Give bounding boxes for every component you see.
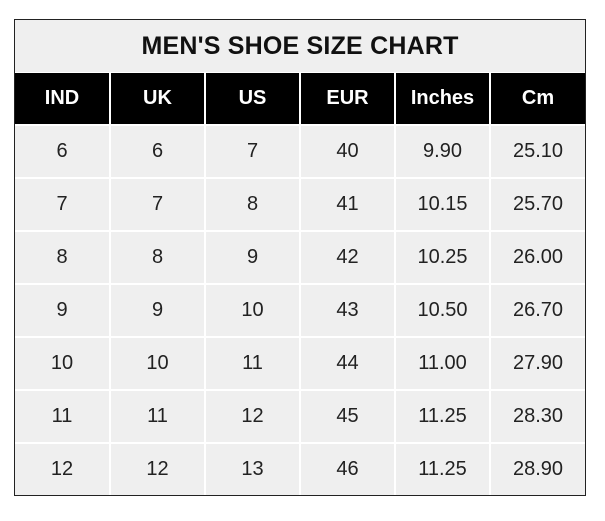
column-header-ind: IND <box>15 72 110 125</box>
cell-cm: 25.10 <box>489 124 585 178</box>
cell-uk: 7 <box>109 177 205 231</box>
cell-uk: 10 <box>109 336 205 390</box>
table-row: 12 12 13 46 11.25 28.90 <box>15 442 585 495</box>
table-row: 11 11 12 45 11.25 28.30 <box>15 389 585 443</box>
cell-us: 9 <box>204 230 300 284</box>
cell-inches: 11.00 <box>394 336 490 390</box>
cell-us: 11 <box>204 336 300 390</box>
cell-eur: 44 <box>299 336 395 390</box>
cell-uk: 8 <box>109 230 205 284</box>
cell-inches: 10.25 <box>394 230 490 284</box>
column-header-us: US <box>204 72 300 125</box>
cell-eur: 46 <box>299 442 395 495</box>
cell-uk: 11 <box>109 389 205 443</box>
cell-ind: 7 <box>15 177 110 231</box>
cell-ind: 8 <box>15 230 110 284</box>
table-row: 9 9 10 43 10.50 26.70 <box>15 283 585 337</box>
table-row: 7 7 8 41 10.15 25.70 <box>15 177 585 231</box>
cell-cm: 27.90 <box>489 336 585 390</box>
column-header-eur: EUR <box>299 72 395 125</box>
cell-us: 7 <box>204 124 300 178</box>
cell-cm: 28.30 <box>489 389 585 443</box>
cell-ind: 12 <box>15 442 110 495</box>
cell-cm: 26.00 <box>489 230 585 284</box>
cell-cm: 26.70 <box>489 283 585 337</box>
column-header-inches: Inches <box>394 72 490 125</box>
cell-us: 12 <box>204 389 300 443</box>
cell-ind: 6 <box>15 124 110 178</box>
cell-cm: 25.70 <box>489 177 585 231</box>
cell-uk: 12 <box>109 442 205 495</box>
table-row: 10 10 11 44 11.00 27.90 <box>15 336 585 390</box>
cell-inches: 11.25 <box>394 389 490 443</box>
cell-eur: 45 <box>299 389 395 443</box>
cell-uk: 9 <box>109 283 205 337</box>
cell-inches: 9.90 <box>394 124 490 178</box>
cell-uk: 6 <box>109 124 205 178</box>
cell-ind: 11 <box>15 389 110 443</box>
table-body: 6 6 7 40 9.90 25.10 7 7 8 41 10.15 25.70 8 8 9 42 10.25 2… <box>15 124 585 495</box>
cell-eur: 40 <box>299 124 395 178</box>
cell-ind: 10 <box>15 336 110 390</box>
cell-ind: 9 <box>15 283 110 337</box>
table-row: 6 6 7 40 9.90 25.10 <box>15 124 585 178</box>
cell-us: 13 <box>204 442 300 495</box>
cell-eur: 41 <box>299 177 395 231</box>
column-header-uk: UK <box>109 72 205 125</box>
table-row: 8 8 9 42 10.25 26.00 <box>15 230 585 284</box>
cell-us: 10 <box>204 283 300 337</box>
cell-inches: 11.25 <box>394 442 490 495</box>
cell-us: 8 <box>204 177 300 231</box>
cell-inches: 10.15 <box>394 177 490 231</box>
header-row: IND UK US EUR Inches Cm <box>15 72 585 125</box>
cell-inches: 10.50 <box>394 283 490 337</box>
cell-cm: 28.90 <box>489 442 585 495</box>
size-chart-table: MEN'S SHOE SIZE CHART IND UK US EUR Inches Cm… <box>14 19 586 496</box>
column-header-cm: Cm <box>489 72 585 125</box>
cell-eur: 43 <box>299 283 395 337</box>
chart-title: MEN'S SHOE SIZE CHART <box>15 20 585 73</box>
cell-eur: 42 <box>299 230 395 284</box>
